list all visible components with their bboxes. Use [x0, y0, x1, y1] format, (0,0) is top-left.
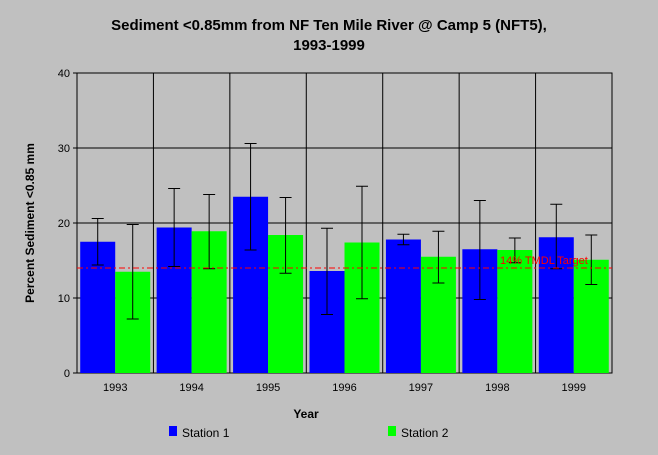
- bar-station-1-1997: [385, 239, 421, 373]
- y-tick-label-10: 10: [58, 293, 70, 305]
- x-axis-label: Year: [293, 407, 319, 421]
- error-bars: [91, 143, 598, 320]
- tmdl-target-label: 14% TMDL Target: [500, 255, 588, 267]
- x-tick-label-1995: 1995: [256, 382, 280, 394]
- y-tick-labels: 0 10 20 30 40: [58, 68, 77, 380]
- x-tick-label-1999: 1999: [562, 382, 586, 394]
- reference-line-group: 14% TMDL Target: [77, 255, 612, 269]
- legend: Station 1 Station 2: [169, 426, 449, 440]
- y-tick-label-20: 20: [58, 218, 70, 230]
- bars: [80, 196, 609, 373]
- x-tick-labels: 1993 1994 1995 1996 1997 1998 1999: [103, 382, 586, 394]
- x-tick-label-1994: 1994: [179, 382, 203, 394]
- x-tick-label-1993: 1993: [103, 382, 127, 394]
- legend-label-station-1: Station 1: [182, 426, 230, 440]
- bar-station-2-1998: [497, 250, 533, 373]
- y-tick-label-40: 40: [58, 68, 70, 80]
- chart-title-line-1: Sediment <0.85mm from NF Ten Mile River …: [111, 17, 547, 34]
- y-tick-label-30: 30: [58, 143, 70, 155]
- y-tick-label-0: 0: [64, 368, 70, 380]
- legend-swatch-station-2: [388, 426, 396, 436]
- x-tick-label-1998: 1998: [485, 382, 509, 394]
- legend-swatch-station-1: [169, 426, 177, 436]
- y-axis-label: Percent Sediment <0.85 mm: [23, 143, 37, 303]
- legend-label-station-2: Station 2: [401, 426, 449, 440]
- x-tick-label-1996: 1996: [332, 382, 356, 394]
- chart-title-line-2: 1993-1999: [293, 37, 365, 54]
- x-tick-label-1997: 1997: [409, 382, 433, 394]
